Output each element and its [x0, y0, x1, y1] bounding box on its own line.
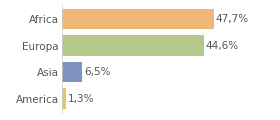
Text: 44,6%: 44,6% [206, 41, 239, 51]
Bar [62, 88, 66, 109]
Bar [62, 35, 204, 56]
Bar [62, 62, 82, 82]
Text: 47,7%: 47,7% [216, 14, 249, 24]
Text: 6,5%: 6,5% [85, 67, 111, 77]
Bar [62, 9, 214, 29]
Text: 1,3%: 1,3% [68, 94, 94, 104]
